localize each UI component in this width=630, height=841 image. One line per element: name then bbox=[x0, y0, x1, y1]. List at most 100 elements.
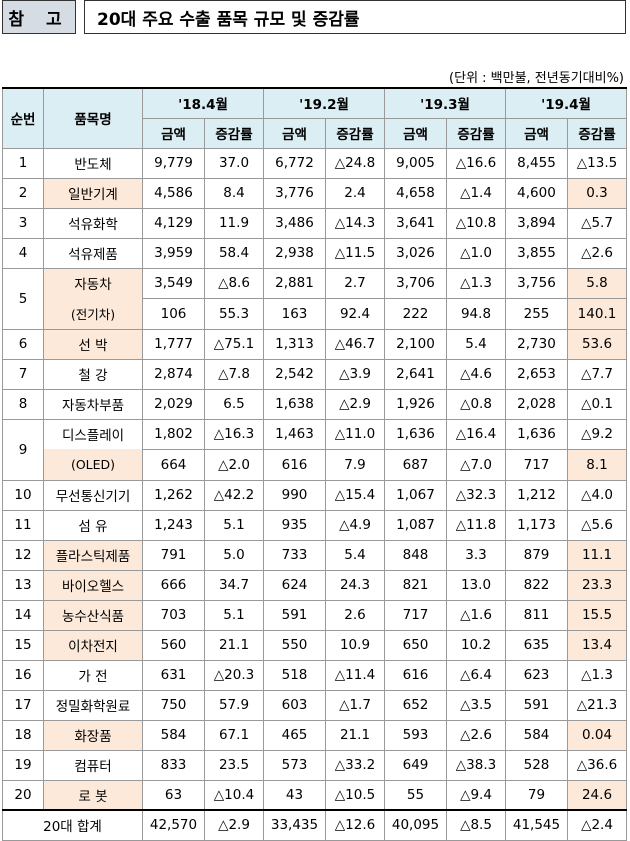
cell-rate: △1.0 bbox=[446, 237, 506, 269]
cell-amount: 4,658 bbox=[384, 177, 447, 209]
header-period: '19.3월 bbox=[384, 87, 506, 119]
cell-rate: 140.1 bbox=[567, 297, 627, 330]
cell-rate: 8.1 bbox=[567, 448, 627, 481]
cell-rate: △11.0 bbox=[325, 418, 385, 450]
cell-amount: 1,463 bbox=[263, 418, 326, 450]
cell-amount: 990 bbox=[263, 479, 326, 511]
total-amount: 41,545 bbox=[505, 809, 568, 841]
cell-rate: △4.9 bbox=[325, 509, 385, 541]
total-rate: △2.4 bbox=[567, 809, 627, 841]
cell-rate: △38.3 bbox=[446, 749, 506, 781]
row-item-name: 철 강 bbox=[43, 358, 143, 390]
cell-rate: 57.9 bbox=[204, 689, 264, 721]
cell-rate: △7.8 bbox=[204, 358, 264, 390]
cell-rate: △7.0 bbox=[446, 448, 506, 481]
cell-amount: 1,313 bbox=[263, 328, 326, 360]
cell-rate: 6.5 bbox=[204, 388, 264, 420]
table-body: 1 반도체 9,779 37.0 6,772 △24.8 9,005 △16.6 8,455 △1… bbox=[2, 147, 627, 841]
cell-amount: 1,802 bbox=[142, 418, 205, 450]
cell-rate: △3.9 bbox=[325, 358, 385, 390]
header-rate: 증감률 bbox=[325, 117, 385, 149]
cell-rate: 24.6 bbox=[567, 779, 627, 811]
cell-rate: △1.4 bbox=[446, 177, 506, 209]
cell-rate: 37.0 bbox=[204, 147, 264, 179]
table-row: 5 자동차 3,549 △8.6 2,881 2.7 3,706 △1.3 3,756 5.8 bbox=[2, 267, 627, 329]
row-item-name: 석유화학 bbox=[43, 207, 143, 239]
cell-amount: 4,586 bbox=[142, 177, 205, 209]
header-rate: 증감률 bbox=[567, 117, 627, 149]
cell-amount: 750 bbox=[142, 689, 205, 721]
cell-amount: 717 bbox=[384, 599, 447, 631]
table-row: 10 무선통신기기 1,262 △42.2 990 △15.4 1,067 △32.3 1,21… bbox=[2, 479, 627, 511]
cell-rate: △2.0 bbox=[204, 448, 264, 481]
cell-rate: 23.5 bbox=[204, 749, 264, 781]
cell-rate: △0.1 bbox=[567, 388, 627, 420]
cell-amount: 1,638 bbox=[263, 388, 326, 420]
cell-rate: △42.2 bbox=[204, 479, 264, 511]
row-item-name: 선 박 bbox=[43, 328, 143, 360]
cell-rate: 5.4 bbox=[325, 539, 385, 571]
cell-rate: △32.3 bbox=[446, 479, 506, 511]
table-row: 18 화장품 584 67.1 465 21.1 593 △2.6 584 0.04 bbox=[2, 719, 627, 751]
row-seq: 20 bbox=[2, 779, 44, 811]
cell-amount: 2,641 bbox=[384, 358, 447, 390]
row-item-name: 컴퓨터 bbox=[43, 749, 143, 781]
cell-amount: 63 bbox=[142, 779, 205, 811]
cell-amount: 8,455 bbox=[505, 147, 568, 179]
cell-rate: 67.1 bbox=[204, 719, 264, 751]
row-item-name: 가 전 bbox=[43, 659, 143, 691]
cell-rate: △1.6 bbox=[446, 599, 506, 631]
cell-amount: 616 bbox=[263, 448, 326, 481]
cell-amount: 652 bbox=[384, 689, 447, 721]
cell-rate: △11.4 bbox=[325, 659, 385, 691]
cell-amount: 528 bbox=[505, 749, 568, 781]
header-amount: 금액 bbox=[384, 117, 447, 149]
cell-amount: 664 bbox=[142, 448, 205, 481]
cell-rate: △16.3 bbox=[204, 418, 264, 450]
header-period: '19.2월 bbox=[263, 87, 385, 119]
cell-amount: 687 bbox=[384, 448, 447, 481]
cell-rate: △13.5 bbox=[567, 147, 627, 179]
cell-amount: 4,600 bbox=[505, 177, 568, 209]
cell-rate: 10.2 bbox=[446, 629, 506, 661]
row-seq: 6 bbox=[2, 328, 44, 360]
row-item-name: 농수산식품 bbox=[43, 599, 143, 631]
cell-amount: 649 bbox=[384, 749, 447, 781]
export-table: 순번 품목명 '18.4월 '19.2월 '19.3월 '19.4월 금액 증감… bbox=[2, 87, 627, 841]
cell-rate: △1.3 bbox=[446, 267, 506, 299]
cell-amount: 624 bbox=[263, 569, 326, 601]
cell-rate: 13.0 bbox=[446, 569, 506, 601]
table-row: 19 컴퓨터 833 23.5 573 △33.2 649 △38.3 528 △36.6 bbox=[2, 749, 627, 781]
cell-rate: △16.6 bbox=[446, 147, 506, 179]
table-row: 20 로 봇 63 △10.4 43 △10.5 55 △9.4 79 24.6 bbox=[2, 779, 627, 811]
row-item-name: 무선통신기기 bbox=[43, 479, 143, 511]
table-row: 9 디스플레이 1,802 △16.3 1,463 △11.0 1,636 △16.4 1,63… bbox=[2, 418, 627, 480]
cell-amount: 1,173 bbox=[505, 509, 568, 541]
cell-rate: △10.4 bbox=[204, 779, 264, 811]
cell-rate: △46.7 bbox=[325, 328, 385, 360]
table-row: 14 농수산식품 703 5.1 591 2.6 717 △1.6 811 15.5 bbox=[2, 599, 627, 631]
cell-amount: 821 bbox=[384, 569, 447, 601]
cell-amount: 465 bbox=[263, 719, 326, 751]
cell-rate: 21.1 bbox=[204, 629, 264, 661]
cell-amount: 79 bbox=[505, 779, 568, 811]
cell-amount: 573 bbox=[263, 749, 326, 781]
total-amount: 42,570 bbox=[142, 809, 205, 841]
cell-amount: 2,874 bbox=[142, 358, 205, 390]
cell-rate: △24.8 bbox=[325, 147, 385, 179]
cell-amount: 3,959 bbox=[142, 237, 205, 269]
cell-amount: 616 bbox=[384, 659, 447, 691]
cell-rate: 10.9 bbox=[325, 629, 385, 661]
cell-amount: 255 bbox=[505, 297, 568, 330]
cell-rate: 94.8 bbox=[446, 297, 506, 330]
cell-rate: △21.3 bbox=[567, 689, 627, 721]
row-item-name: 화장품 bbox=[43, 719, 143, 751]
cell-amount: 650 bbox=[384, 629, 447, 661]
cell-amount: 635 bbox=[505, 629, 568, 661]
cell-amount: 1,087 bbox=[384, 509, 447, 541]
cell-amount: 822 bbox=[505, 569, 568, 601]
row-seq: 12 bbox=[2, 539, 44, 571]
header-period: '18.4월 bbox=[142, 87, 264, 119]
